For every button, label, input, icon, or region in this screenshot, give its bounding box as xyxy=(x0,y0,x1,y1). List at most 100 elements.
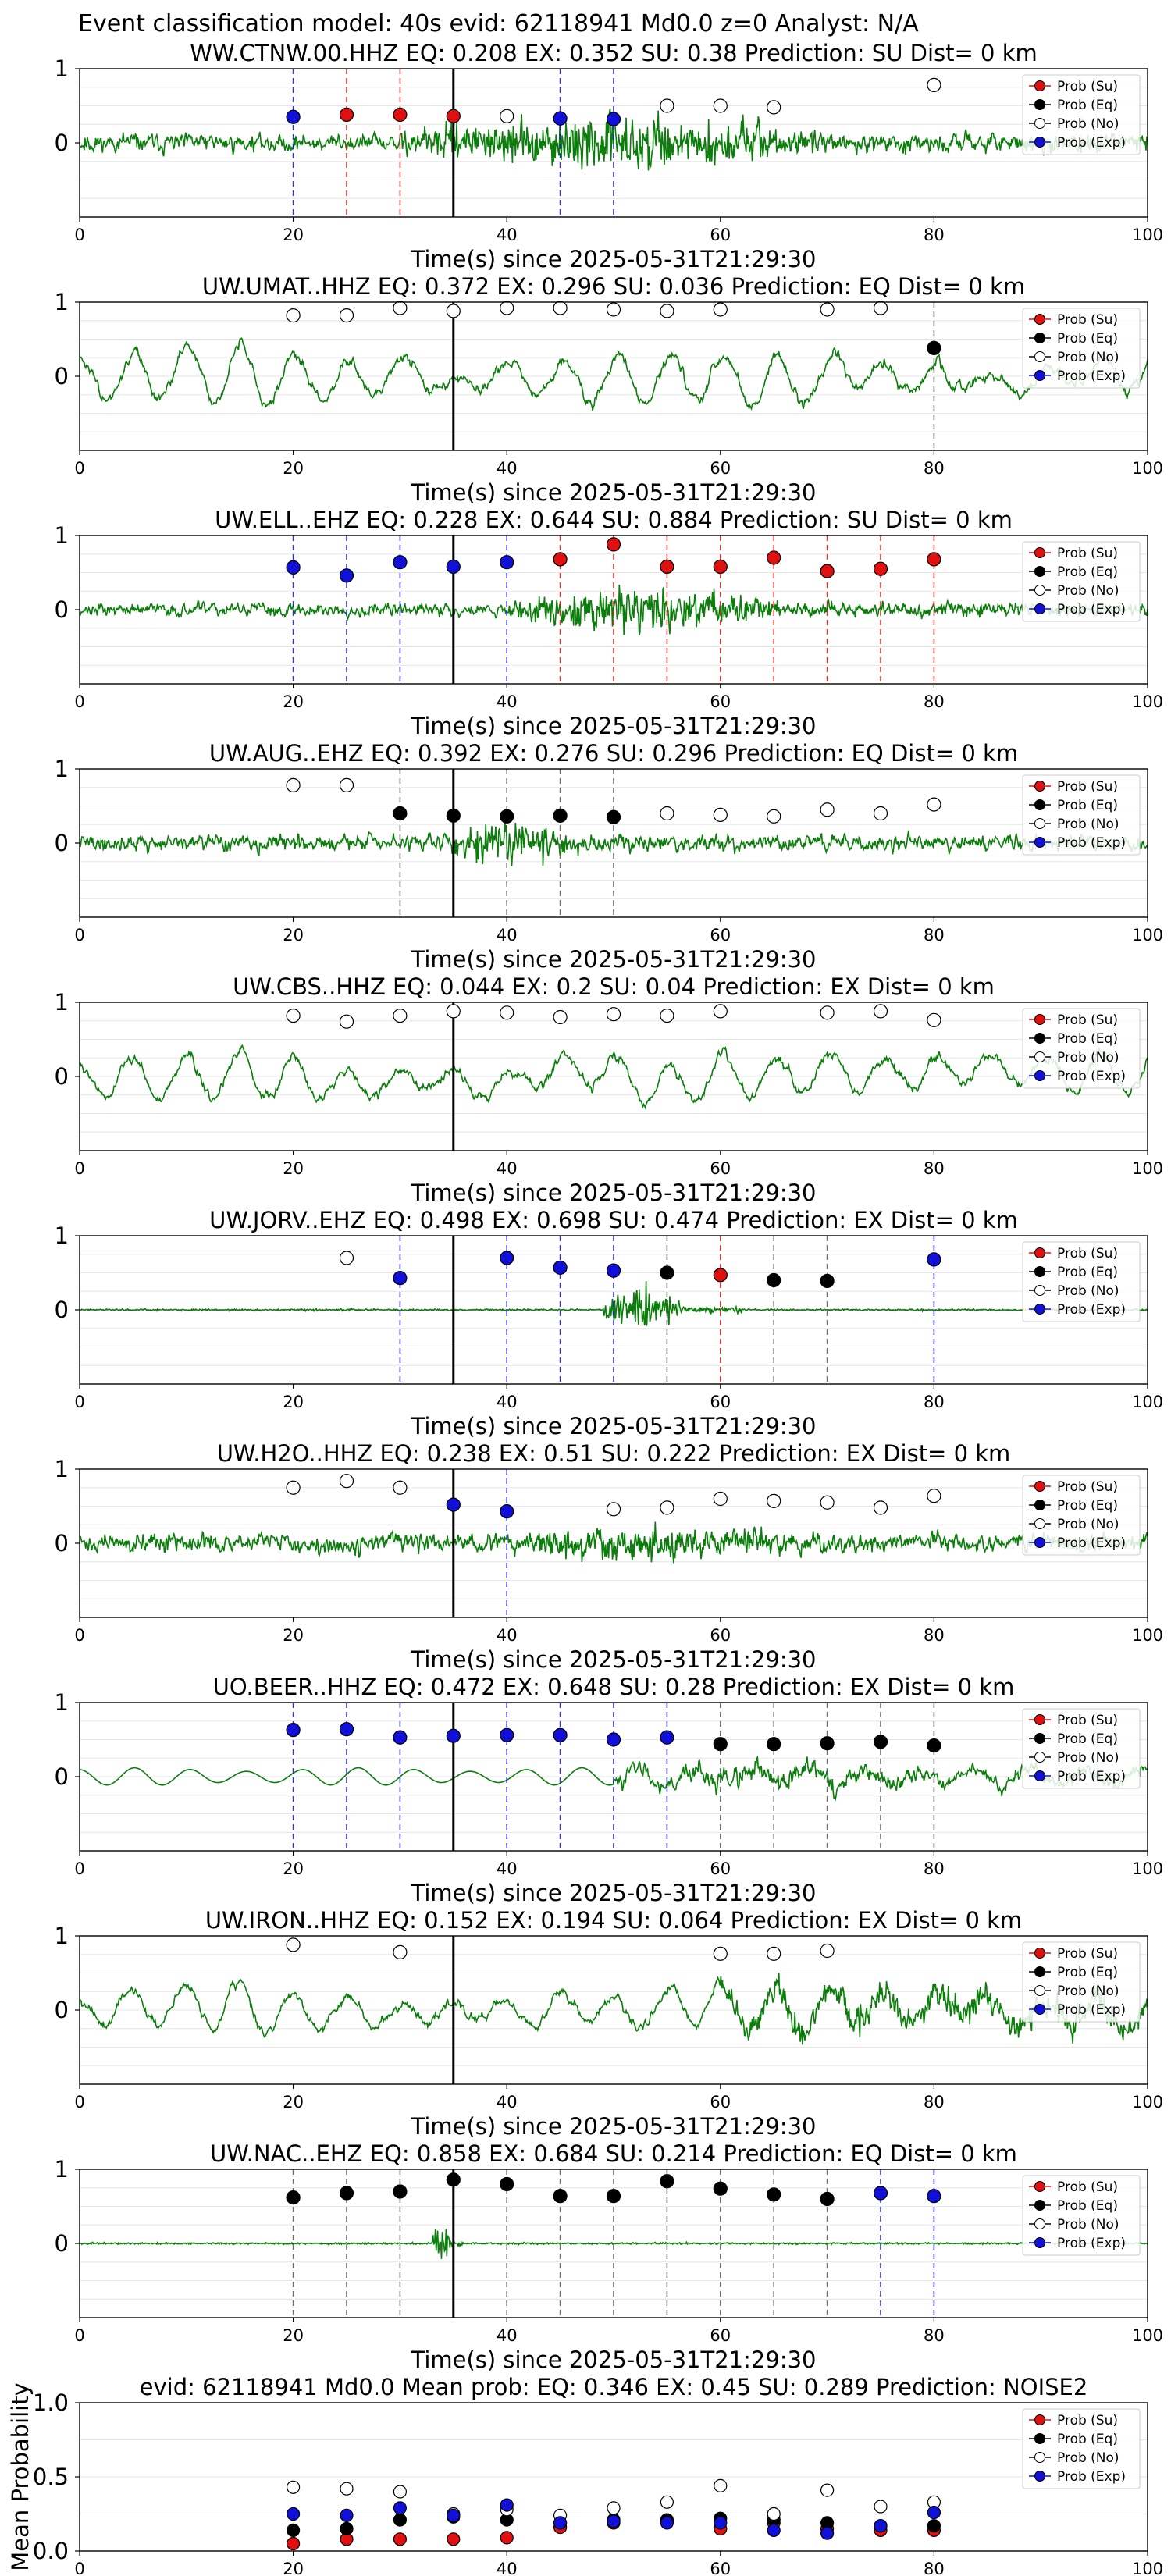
mean-marker-exp xyxy=(287,2507,301,2521)
legend-marker xyxy=(1034,818,1045,829)
plot-frame xyxy=(79,1468,1148,1618)
legend-frame xyxy=(1022,1708,1141,1789)
legend-marker xyxy=(1034,1770,1045,1781)
mean-marker-no xyxy=(660,2495,674,2509)
legend-marker xyxy=(1034,1247,1045,1258)
x-tick-label: 100 xyxy=(1132,2093,1163,2112)
prob-marker-su xyxy=(767,550,781,565)
legend-marker xyxy=(1034,1481,1045,1492)
mean-marker-su xyxy=(393,2532,408,2546)
mean-marker-exp xyxy=(874,2519,888,2533)
uw-ell--ehz-panel: UW.ELL..EHZ EQ: 0.228 EX: 0.644 SU: 0.88… xyxy=(55,507,1164,739)
x-axis-label: Time(s) since 2025-05-31T21:29:30 xyxy=(411,1413,817,1439)
y-tick-label: 1 xyxy=(55,1456,69,1482)
legend-marker xyxy=(1034,2414,1045,2425)
prob-marker-no xyxy=(713,1491,728,1507)
y-tick-label: 0 xyxy=(55,1997,69,2023)
legend-frame xyxy=(1022,1008,1141,1089)
prob-marker-exp xyxy=(873,2186,888,2201)
prob-marker-exp xyxy=(553,1727,568,1742)
legend-label: Prob (No) xyxy=(1057,1984,1119,1999)
legend-marker xyxy=(1034,566,1045,577)
mean-marker-exp xyxy=(500,2498,514,2512)
prob-marker-no xyxy=(393,1008,408,1023)
mean-marker-no xyxy=(874,2500,888,2514)
y-tick-label: 1.0 xyxy=(33,2389,69,2416)
x-tick-label: 80 xyxy=(924,226,945,244)
waveform-trace xyxy=(80,1973,1148,2045)
x-axis-label: Time(s) since 2025-05-31T21:29:30 xyxy=(411,479,817,506)
prob-marker-no xyxy=(500,1005,514,1020)
prob-marker-no xyxy=(393,1944,408,1959)
plot-frame xyxy=(79,535,1148,685)
legend-marker xyxy=(1034,1948,1045,1959)
legend-label: Prob (Eq) xyxy=(1057,331,1118,347)
prob-marker-no xyxy=(286,1008,301,1023)
prob-marker-eq xyxy=(393,2184,408,2199)
prob-marker-eq xyxy=(767,1737,781,1752)
prob-marker-no xyxy=(820,302,835,317)
x-axis-label: Time(s) since 2025-05-31T21:29:30 xyxy=(411,946,817,973)
x-tick-label: 60 xyxy=(710,2093,731,2112)
prob-marker-su xyxy=(339,107,354,122)
mean-marker-exp xyxy=(340,2508,354,2522)
prob-marker-no xyxy=(660,1500,674,1515)
prob-marker-eq xyxy=(713,1737,728,1752)
x-tick-label: 100 xyxy=(1132,1159,1163,1178)
x-tick-label: 100 xyxy=(1132,692,1163,711)
mean-marker-no xyxy=(767,2507,781,2521)
x-tick-label: 40 xyxy=(497,692,518,711)
mean-marker-exp xyxy=(767,2523,781,2537)
x-tick-label: 100 xyxy=(1132,926,1163,945)
prob-marker-su xyxy=(660,559,674,575)
x-tick-label: 100 xyxy=(1132,226,1163,244)
y-tick-label: 1 xyxy=(55,1923,69,1949)
legend-label: Prob (Exp) xyxy=(1057,1769,1126,1784)
mean-marker-su xyxy=(447,2532,461,2546)
prob-marker-no xyxy=(927,1012,941,1027)
uw-aug--ehz-panel: UW.AUG..EHZ EQ: 0.392 EX: 0.276 SU: 0.29… xyxy=(55,740,1164,973)
panel-title: UW.UMAT..HHZ EQ: 0.372 EX: 0.296 SU: 0.0… xyxy=(202,273,1025,300)
waveform-trace xyxy=(80,820,1148,866)
legend-label: Prob (Exp) xyxy=(1057,835,1126,851)
legend-label: Prob (Exp) xyxy=(1057,135,1126,151)
legend-label: Prob (Eq) xyxy=(1057,1031,1118,1047)
prob-marker-no xyxy=(500,109,514,123)
legend-marker xyxy=(1034,1500,1045,1510)
legend-label: Prob (No) xyxy=(1057,1517,1119,1532)
prob-marker-su xyxy=(446,109,461,123)
x-tick-label: 60 xyxy=(710,1626,731,1645)
uw-jorv--ehz-panel: UW.JORV..EHZ EQ: 0.498 EX: 0.698 SU: 0.4… xyxy=(55,1207,1164,1439)
legend-marker xyxy=(1034,1518,1045,1529)
x-tick-label: 60 xyxy=(710,1159,731,1178)
uw-umat--hhz-panel: UW.UMAT..HHZ EQ: 0.372 EX: 0.296 SU: 0.0… xyxy=(55,273,1164,506)
plot-frame xyxy=(79,1002,1148,1151)
mean-marker-no xyxy=(607,2501,621,2515)
legend-label: Prob (Exp) xyxy=(1057,2236,1126,2251)
panel-title: UW.IRON..HHZ EQ: 0.152 EX: 0.194 SU: 0.0… xyxy=(205,1907,1022,1934)
prob-marker-su xyxy=(606,537,621,552)
prob-marker-exp xyxy=(553,1260,568,1275)
prob-marker-exp xyxy=(393,555,408,570)
legend-label: Prob (Exp) xyxy=(1057,1302,1126,1318)
prob-marker-su xyxy=(820,564,835,578)
legend-label: Prob (No) xyxy=(1057,116,1119,132)
y-tick-label: 1 xyxy=(55,55,69,82)
uw-nac--ehz-panel: UW.NAC..EHZ EQ: 0.858 EX: 0.684 SU: 0.21… xyxy=(55,2140,1164,2373)
y-tick-label: 0.0 xyxy=(33,2538,69,2564)
legend-frame xyxy=(1022,2408,1141,2489)
x-tick-label: 20 xyxy=(283,2326,304,2345)
x-tick-label: 0 xyxy=(74,2326,84,2345)
legend-label: Prob (Su) xyxy=(1057,1246,1118,1261)
y-tick-label: 0 xyxy=(55,130,69,156)
prob-marker-eq xyxy=(286,2190,301,2205)
legend-label: Prob (No) xyxy=(1057,1750,1119,1766)
legend-label: Prob (Eq) xyxy=(1057,2432,1118,2447)
mean-marker-no xyxy=(287,2480,301,2494)
prob-marker-eq xyxy=(553,2189,568,2204)
x-tick-label: 0 xyxy=(74,1859,84,1878)
legend-marker xyxy=(1034,781,1045,792)
prob-marker-exp xyxy=(446,1728,461,1743)
mean-probability-panel-legend: Prob (Su) Prob (Eq) Prob (No) Prob (Exp) xyxy=(1022,2408,1141,2489)
legend-frame xyxy=(1022,2175,1141,2256)
